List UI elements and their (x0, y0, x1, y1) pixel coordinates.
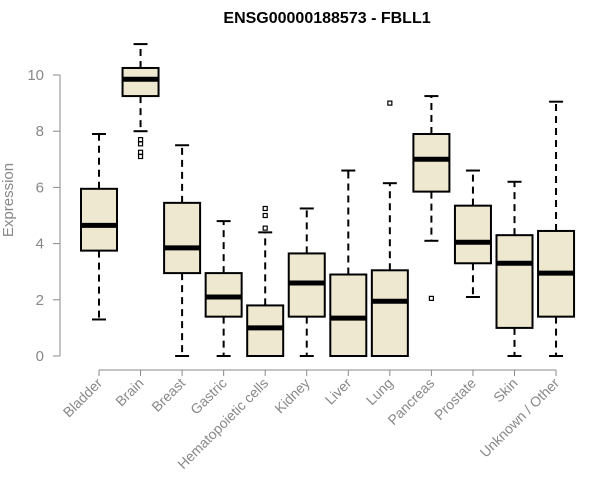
box-breast (163, 144, 202, 357)
y-tick-label: 0 (36, 348, 44, 365)
x-tick-label: Breast (148, 375, 188, 415)
x-tick-label: Bladder (60, 375, 106, 421)
outlier-point (387, 100, 393, 106)
boxes-group (80, 43, 576, 358)
outlier-point (137, 153, 144, 160)
box-unknown-other (537, 100, 576, 357)
iqr-box (246, 304, 285, 358)
box-kidney (287, 207, 326, 357)
y-tick-label: 10 (27, 67, 44, 84)
outlier-point (137, 137, 144, 143)
x-tick-label: Lung (363, 375, 396, 408)
iqr-box (453, 204, 492, 265)
iqr-box (329, 273, 368, 358)
outlier-point (428, 295, 434, 301)
y-tick-label: 6 (36, 179, 44, 196)
y-tick-label: 4 (36, 236, 44, 253)
y-tick-label: 2 (36, 292, 44, 309)
outlier-point (262, 205, 268, 212)
box-prostate (453, 169, 492, 298)
iqr-box (163, 201, 202, 275)
chart-title: ENSG00000188573 - FBLL1 (223, 10, 430, 27)
iqr-box (370, 269, 409, 358)
iqr-box (412, 133, 451, 193)
iqr-box (495, 234, 534, 329)
box-hematopoietic-cells (246, 205, 285, 358)
x-tick-label: Skin (490, 375, 521, 406)
x-tick-label: Unknown / Other (477, 375, 563, 461)
y-axis-label: Expression (0, 163, 17, 237)
x-tick-label: Liver (322, 375, 355, 408)
x-tick-label: Kidney (271, 375, 313, 417)
box-liver (329, 169, 368, 358)
iqr-box (80, 187, 118, 252)
y-axis: 0 2 4 6 8 10 (27, 67, 61, 365)
outlier-point (262, 225, 268, 231)
iqr-box (121, 66, 160, 98)
box-brain (121, 43, 160, 160)
box-skin (495, 180, 534, 357)
outlier-point (137, 149, 144, 155)
outlier-point (137, 141, 144, 147)
box-pancreas (412, 95, 451, 301)
x-tick-label: Brain (112, 375, 146, 409)
box-lung (370, 100, 409, 358)
x-tick-label: Prostate (431, 375, 479, 423)
y-tick-label: 8 (36, 123, 44, 140)
box-gastric (204, 220, 243, 357)
box-bladder (80, 133, 118, 321)
outlier-point (262, 212, 268, 219)
